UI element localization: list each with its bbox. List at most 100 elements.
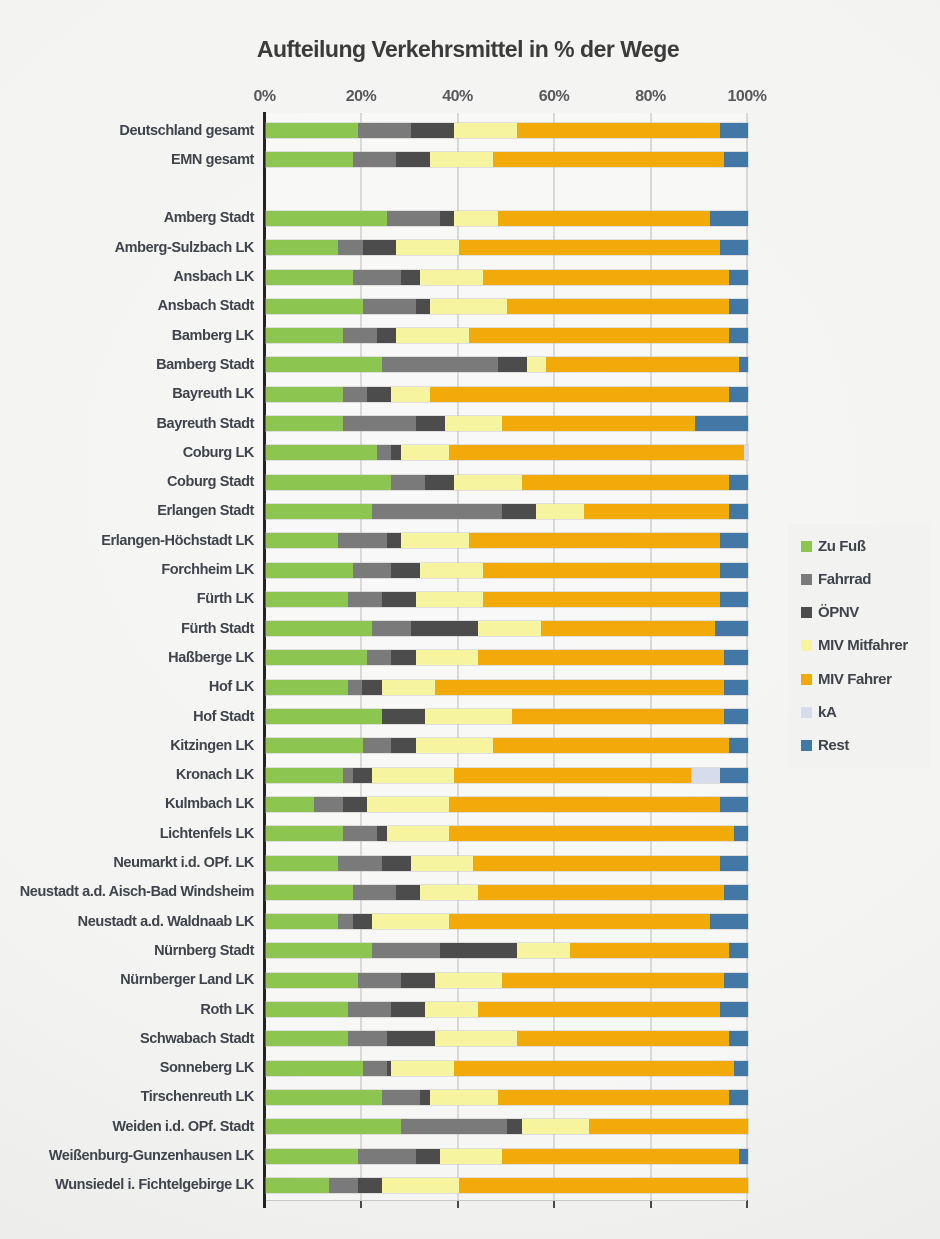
x-axis-baseline (264, 1200, 747, 1201)
category-label: Kitzingen LK (170, 737, 254, 754)
bar-segment-zu-fu (266, 445, 377, 461)
bar-segment-pnv (415, 298, 431, 314)
bar-segment-rest (719, 123, 749, 138)
bar-row-kulmbach-lk (264, 795, 750, 813)
bar-segment-miv-fahrer (545, 357, 739, 373)
bar-segment-zu-fu (266, 152, 353, 168)
bar-segment-miv-mitfahrer (420, 269, 484, 285)
category-label: Roth LK (200, 1001, 254, 1018)
category-label: Coburg LK (182, 444, 255, 461)
bar-segment-miv-mitfahrer (434, 972, 503, 988)
legend-swatch-miv-mitfahrer (801, 640, 812, 652)
bar-segment-zu-fu (266, 826, 344, 842)
bar-segment-miv-fahrer (483, 591, 720, 607)
bar-segment-pnv (376, 328, 397, 344)
bar-segment-miv-fahrer (569, 943, 730, 959)
bar-segment-rest (719, 240, 749, 256)
bar-segment-fahrrad (386, 210, 440, 226)
bar-segment-rest (729, 1089, 749, 1105)
bar-segment-fahrrad (401, 1119, 508, 1135)
bar-row-deutschland-gesamt (264, 122, 750, 139)
bar-segment-pnv (381, 591, 416, 607)
bar-segment-zu-fu (266, 1060, 363, 1076)
bar-segment-rest (729, 474, 749, 490)
bar-segment-rest (709, 914, 749, 930)
category-label: Coburg Stadt (166, 474, 254, 491)
bar-segment-miv-mitfahrer (454, 123, 517, 138)
bar-segment-pnv (343, 796, 368, 812)
bar-segment-fahrrad (338, 240, 363, 256)
bar-segment-rest (729, 738, 749, 754)
legend-label: kA (818, 703, 837, 721)
bar-segment-rest (709, 210, 749, 226)
bar-segment-fahrrad (357, 1148, 416, 1164)
legend-swatch-fahrrad (801, 574, 812, 586)
bar-segment-fahrrad (338, 914, 353, 930)
bar-segment-zu-fu (266, 1148, 358, 1164)
bar-segment-miv-fahrer (454, 767, 691, 783)
bar-segment-pnv (401, 972, 435, 988)
bar-segment-fahrrad (328, 1177, 358, 1193)
bar-segment-miv-fahrer (478, 650, 725, 666)
chart-legend: Zu Fuß Fahrrad ÖPNV MIV Mitfahrer MIV Fahrer… (788, 524, 930, 768)
bar-segment-fahrrad (314, 796, 344, 812)
legend-label: ÖPNV (818, 604, 859, 622)
legend-label: Rest (818, 736, 849, 754)
bar-segment-miv-fahrer (512, 709, 725, 724)
bar-row-tirschenreuth-lk (264, 1088, 750, 1106)
axis-tick-mark (746, 1200, 748, 1208)
bar-segment-pnv (507, 1119, 522, 1135)
legend-swatch-rest (801, 739, 812, 751)
bar-segment-miv-fahrer (478, 1002, 720, 1017)
legend-swatch-pnv (801, 607, 812, 619)
bar-segment-miv-fahrer (458, 240, 720, 256)
bar-segment-zu-fu (266, 416, 344, 431)
bar-segment-pnv (391, 650, 416, 666)
bar-row-emn-gesamt (264, 151, 750, 169)
bar-segment-zu-fu (266, 679, 349, 695)
bar-segment-zu-fu (266, 503, 373, 519)
bar-segment-miv-mitfahrer (367, 796, 450, 812)
bar-segment-rest (719, 796, 749, 812)
category-label: Nürnberger Land LK (120, 972, 254, 989)
bar-segment-zu-fu (266, 796, 315, 812)
bar-segment-miv-fahrer (449, 914, 710, 930)
bar-row-lichtenfels-lk (264, 825, 750, 843)
bar-segment-zu-fu (266, 357, 382, 373)
bar-segment-pnv (415, 1148, 440, 1164)
category-label: Lichtenfels LK (159, 825, 255, 842)
category-label: Haßberge LK (168, 649, 254, 666)
bar-segment-pnv (386, 1060, 392, 1076)
chart-title: Aufteilung Verkehrsmittel in % der Wege (256, 36, 680, 62)
bar-segment-miv-mitfahrer (381, 1177, 459, 1193)
bar-row-wunsiedel-i-fichtelgebirge-lk (264, 1176, 750, 1194)
bar-segment-rest (719, 1002, 749, 1017)
bar-segment-fahrrad (372, 943, 440, 959)
category-label: Forchheim LK (161, 562, 254, 578)
legend-item-zu-fu: Zu Fuß (788, 538, 930, 555)
bar-segment-rest (724, 650, 749, 666)
bar-segment-pnv (420, 1089, 431, 1105)
bar-segment-pnv (502, 503, 537, 519)
bar-segment-pnv (410, 621, 479, 637)
bar-segment-rest (734, 1060, 749, 1076)
x-tick-label: 0% (253, 88, 276, 105)
category-label: Wunsiedel i. Fichtelgebirge LK (55, 1177, 254, 1194)
bar-segment-rest (729, 943, 749, 959)
bar-segment-fahrrad (338, 855, 382, 871)
bar-segment-fahrrad (338, 533, 387, 549)
bar-row-hof-lk (264, 678, 750, 696)
bar-segment-miv-mitfahrer (536, 503, 585, 519)
bar-segment-rest (719, 767, 749, 783)
bar-segment-rest (724, 152, 749, 168)
bar-segment-rest (724, 709, 749, 724)
legend-label: MIV Fahrer (818, 670, 892, 688)
bar-segment-miv-mitfahrer (401, 533, 469, 549)
bar-segment-pnv (391, 738, 416, 754)
bar-segment-rest (724, 884, 749, 900)
bar-segment-zu-fu (266, 972, 358, 988)
bar-segment-pnv (391, 562, 421, 578)
bar-segment-fahrrad (367, 650, 392, 666)
bar-row-kitzingen-lk (264, 737, 750, 755)
category-label: Bamberg Stadt (156, 356, 254, 373)
